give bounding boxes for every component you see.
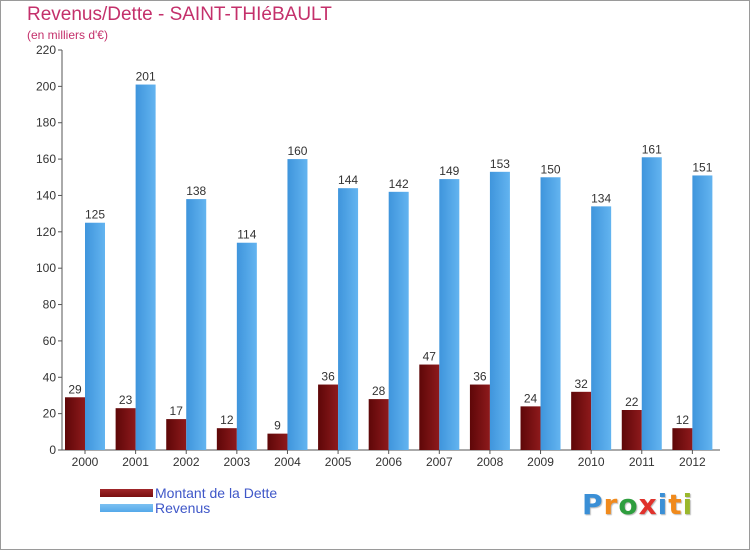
debt-bar-label: 12 xyxy=(220,413,234,427)
revenue-bar xyxy=(186,199,207,450)
revenue-bar xyxy=(236,242,257,450)
y-tick-label: 40 xyxy=(43,370,57,384)
logo-letter: o xyxy=(618,488,639,521)
revenue-bar xyxy=(287,159,308,450)
revenue-bar xyxy=(489,171,510,450)
y-tick-label: 140 xyxy=(36,188,56,202)
bars xyxy=(65,84,713,451)
logo-letter: t xyxy=(668,488,683,521)
x-tick-label: 2011 xyxy=(629,455,655,469)
revenue-bar xyxy=(135,84,156,450)
revenue-bar xyxy=(388,191,409,450)
legend-swatch-debt xyxy=(100,489,153,497)
x-tick-label: 2006 xyxy=(375,455,402,469)
revenue-bar-label: 114 xyxy=(237,228,256,242)
revenue-bar xyxy=(692,175,713,451)
debt-bar-label: 17 xyxy=(170,404,184,418)
x-tick-label: 2002 xyxy=(173,455,200,469)
revenue-bar-label: 149 xyxy=(439,164,459,178)
revenue-bar xyxy=(439,179,460,450)
logo-letter: i xyxy=(657,488,669,521)
debt-bar-label: 23 xyxy=(119,393,133,407)
debt-bar xyxy=(166,419,187,450)
x-tick-label: 2000 xyxy=(72,455,99,469)
x-tick-label: 2001 xyxy=(122,455,149,469)
revenue-bar-label: 151 xyxy=(692,160,712,174)
legend-label-revenue: Revenus xyxy=(155,500,211,516)
debt-bar-label: 29 xyxy=(68,382,82,396)
data-labels: 29 125 23 201 17 138 12 114 9 160 36 144 28 142 47 149 3… xyxy=(68,70,712,433)
logo-letter: x xyxy=(638,488,658,521)
debt-bar-label: 36 xyxy=(473,370,487,384)
y-tick-label: 160 xyxy=(36,152,56,166)
debt-bar-label: 28 xyxy=(372,384,386,398)
revenue-bar-label: 153 xyxy=(490,157,510,171)
x-tick-label: 2012 xyxy=(679,455,706,469)
x-tick-label: 2004 xyxy=(274,455,301,469)
debt-bar xyxy=(318,384,339,450)
y-tick-label: 80 xyxy=(43,298,57,312)
revenue-bar-label: 138 xyxy=(186,184,206,198)
chart-title: Revenus/Dette - SAINT-THIéBAULT xyxy=(27,4,332,25)
y-tick-label: 200 xyxy=(36,79,56,93)
x-tick-label: 2007 xyxy=(426,455,453,469)
debt-bar-label: 24 xyxy=(524,391,538,405)
revenue-bar xyxy=(85,222,105,450)
y-tick-label: 20 xyxy=(43,407,57,421)
x-axis-tick-labels: 2000 2001 2002 2003 2004 2005 2006 2007 2008 2009… xyxy=(72,450,706,469)
debt-bar xyxy=(621,410,642,450)
logo-letter: P xyxy=(582,488,604,521)
debt-bar xyxy=(520,406,541,450)
proxiti-logo: Proxiti xyxy=(582,488,693,521)
legend-swatch-revenue xyxy=(100,504,153,512)
logo-letter: r xyxy=(603,488,619,521)
debt-bar xyxy=(115,408,136,450)
debt-bar xyxy=(65,397,85,450)
debt-bar-label: 32 xyxy=(574,377,588,391)
y-tick-label: 60 xyxy=(43,334,57,348)
y-tick-label: 180 xyxy=(36,116,56,130)
debt-bar xyxy=(368,399,389,450)
debt-bar-label: 9 xyxy=(274,419,281,433)
debt-bar-label: 47 xyxy=(423,350,437,364)
revenue-bar-label: 161 xyxy=(642,142,662,156)
revenue-bar-label: 142 xyxy=(389,177,409,191)
debt-bar-label: 22 xyxy=(625,395,639,409)
revenue-bar xyxy=(540,177,561,451)
x-tick-label: 2009 xyxy=(527,455,554,469)
revenue-bar-label: 150 xyxy=(541,162,561,176)
debt-bar xyxy=(267,433,288,450)
debt-bar xyxy=(216,428,237,450)
y-tick-label: 220 xyxy=(36,43,56,57)
legend-label-debt: Montant de la Dette xyxy=(155,485,278,501)
revenue-bar xyxy=(641,157,662,451)
debt-bar xyxy=(571,391,592,450)
revenue-bar xyxy=(591,206,612,450)
y-axis-ticks: 0 20 40 60 80 100 120 140 160 180 200 220 xyxy=(36,43,62,457)
debt-bar-label: 36 xyxy=(321,370,335,384)
chart-subtitle: (en milliers d'€) xyxy=(27,28,108,42)
y-tick-label: 0 xyxy=(49,443,56,457)
debt-bar xyxy=(469,384,490,450)
debt-bar xyxy=(419,364,440,450)
x-tick-label: 2010 xyxy=(578,455,605,469)
x-tick-label: 2003 xyxy=(223,455,250,469)
revenue-bar-label: 144 xyxy=(338,173,358,187)
x-tick-label: 2008 xyxy=(477,455,504,469)
revenue-bar xyxy=(338,188,359,450)
revenue-bar-label: 201 xyxy=(136,70,156,84)
logo-letter: i xyxy=(682,488,694,521)
y-tick-label: 100 xyxy=(36,261,56,275)
revenue-bar-label: 134 xyxy=(591,191,611,205)
y-tick-label: 120 xyxy=(36,225,56,239)
revenue-bar-label: 125 xyxy=(85,208,105,222)
x-tick-label: 2005 xyxy=(325,455,352,469)
debt-bar xyxy=(672,428,693,450)
revenue-bar-label: 160 xyxy=(287,144,307,158)
debt-bar-label: 12 xyxy=(676,413,690,427)
